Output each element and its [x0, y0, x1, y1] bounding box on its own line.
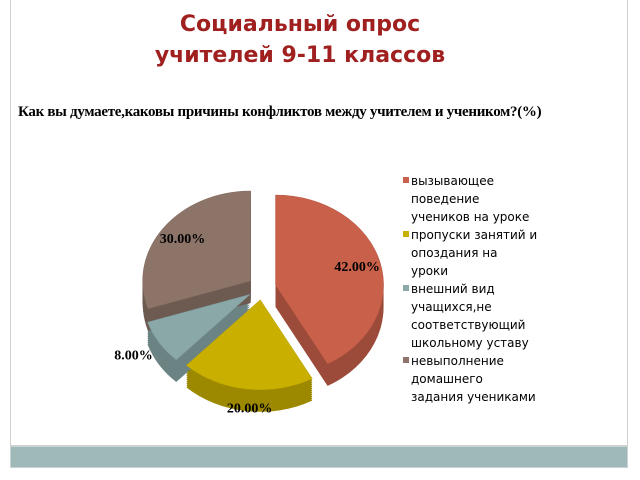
data-label: 42.00%	[334, 260, 380, 275]
legend-label: вызывающее поведение учеников на уроке	[411, 174, 530, 224]
legend-item: вызывающее поведение учеников на уроке	[403, 172, 538, 226]
legend-label: невыполнение домашнего задания учениками	[411, 354, 536, 404]
data-label: 30.00%	[160, 232, 206, 247]
data-label: 8.00%	[114, 348, 153, 363]
slice	[185, 299, 313, 391]
legend-item: пропуски занятий и опоздания на уроки	[403, 226, 538, 280]
slide-title: учителей 9-11 классов	[154, 43, 446, 68]
legend: вызывающее поведение учеников на уроке пр…	[403, 172, 538, 406]
legend-item: невыполнение домашнего задания учениками	[403, 352, 538, 406]
slice	[142, 190, 251, 310]
legend-swatch	[403, 177, 409, 183]
chart-title: Как вы думаете,каковы причины конфликтов…	[18, 104, 542, 120]
footer-band	[10, 446, 628, 468]
legend-swatch	[403, 231, 409, 237]
slice	[147, 294, 251, 361]
legend-swatch	[403, 285, 409, 291]
legend-label: внешний вид учащихся,не соответствующий …	[411, 282, 529, 350]
slice	[275, 194, 384, 365]
legend-swatch	[403, 357, 409, 363]
slide-frame	[10, 0, 628, 446]
data-label: 20.00%	[227, 402, 273, 417]
legend-label: пропуски занятий и опоздания на уроки	[411, 228, 538, 278]
slide-title: Социальный опрос	[179, 12, 421, 37]
legend-item: внешний вид учащихся,не соответствующий …	[403, 280, 538, 352]
